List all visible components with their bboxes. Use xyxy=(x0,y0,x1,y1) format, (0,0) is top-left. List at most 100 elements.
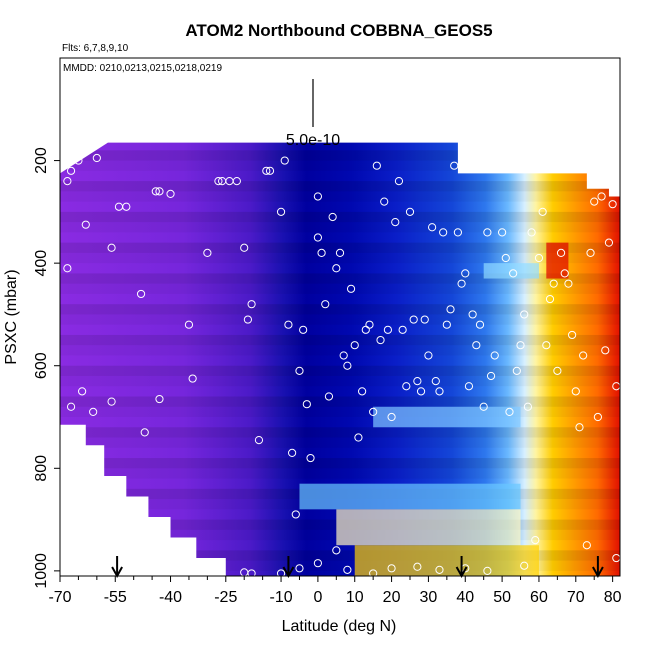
sample-point xyxy=(240,243,249,252)
x-tick-label: 0 xyxy=(313,589,322,606)
sample-point xyxy=(321,300,330,309)
sample-point xyxy=(568,330,577,340)
sample-point xyxy=(446,305,455,314)
sample-point xyxy=(107,243,116,252)
stripe xyxy=(60,437,620,448)
sample-point xyxy=(265,166,275,175)
sample-point xyxy=(505,407,514,416)
sample-point xyxy=(136,289,146,299)
sample-point xyxy=(276,207,286,216)
sample-point xyxy=(332,264,341,273)
sample-point xyxy=(582,541,591,550)
sample-point xyxy=(295,366,304,375)
stripe xyxy=(60,365,620,376)
sample-point xyxy=(288,448,297,458)
sample-point xyxy=(78,387,87,396)
sample-point xyxy=(590,197,599,206)
sample-point xyxy=(527,228,536,237)
sample-point xyxy=(531,535,540,545)
arrow-head xyxy=(282,566,295,579)
sample-point xyxy=(280,156,289,165)
sample-point xyxy=(520,310,529,319)
sample-point xyxy=(203,248,212,257)
sample-point xyxy=(428,223,437,232)
sample-point xyxy=(306,453,315,463)
sample-point xyxy=(369,569,378,576)
stripe xyxy=(60,160,620,171)
sample-point xyxy=(442,320,451,329)
sample-point xyxy=(317,248,326,257)
sample-point xyxy=(291,510,300,519)
sample-point xyxy=(586,248,595,257)
sample-point xyxy=(549,279,558,288)
x-tick-label: 20 xyxy=(383,589,401,606)
sample-point xyxy=(155,394,164,404)
sample-point xyxy=(457,279,466,288)
sample-point xyxy=(604,238,614,247)
sample-point xyxy=(184,320,194,329)
sample-point xyxy=(509,269,518,278)
sample-point xyxy=(358,387,367,396)
y-tick-label: 1000 xyxy=(33,553,50,589)
stripe xyxy=(60,334,620,346)
sample-point xyxy=(464,382,474,391)
sample-point xyxy=(416,387,426,396)
y-tick-label: 200 xyxy=(33,147,50,174)
sample-point xyxy=(394,176,404,186)
sample-point xyxy=(383,325,392,334)
sample-point xyxy=(343,565,352,574)
sample-point xyxy=(339,351,348,360)
sample-point xyxy=(295,564,304,573)
heatmap-band xyxy=(299,483,521,510)
stripe xyxy=(60,458,620,469)
heatmap-field xyxy=(60,142,620,576)
sample-point xyxy=(335,248,345,257)
y-axis: 200 400 600 800 1000 xyxy=(33,147,60,589)
sample-point xyxy=(424,351,433,360)
sample-point xyxy=(520,561,529,570)
stripe xyxy=(60,560,620,571)
stripe xyxy=(60,396,620,407)
stripe xyxy=(60,304,620,315)
sample-point xyxy=(89,407,98,416)
stripe xyxy=(60,150,620,161)
sample-point xyxy=(254,435,264,445)
sample-point xyxy=(332,546,341,555)
x-tick-label: 70 xyxy=(567,589,585,606)
sample-point xyxy=(453,228,462,237)
dates-note: MMDD: 0210,0213,0215,0218,0219 xyxy=(63,63,222,74)
sample-point xyxy=(243,315,252,324)
sample-point xyxy=(608,200,617,209)
sample-point xyxy=(564,279,573,288)
sample-point xyxy=(545,294,555,304)
sample-point xyxy=(601,346,610,355)
sample-point xyxy=(402,382,411,391)
chart-title: ATOM2 Northbound COBBNA_GEOS5 xyxy=(185,21,492,40)
sample-point xyxy=(387,564,396,573)
sample-point xyxy=(66,166,76,175)
sample-point xyxy=(107,397,116,406)
sample-point xyxy=(579,351,588,360)
heatmap-band xyxy=(354,545,539,576)
sample-point xyxy=(475,320,485,329)
sample-point xyxy=(343,361,352,370)
sample-point xyxy=(439,228,448,237)
sample-point xyxy=(483,566,492,575)
sample-point xyxy=(155,187,164,196)
heatmap-band xyxy=(336,509,521,546)
sample-point xyxy=(354,433,363,442)
sample-point xyxy=(369,407,378,416)
sample-point xyxy=(372,161,381,170)
x-tick-label: 10 xyxy=(346,589,364,606)
arrow-head xyxy=(455,566,468,579)
sample-point xyxy=(376,335,385,345)
sample-point xyxy=(450,161,459,170)
stripe xyxy=(60,191,620,202)
x-tick-label: 40 xyxy=(456,589,474,606)
sample-point xyxy=(435,565,444,574)
sample-points xyxy=(63,153,620,576)
stripe xyxy=(60,252,620,264)
y-axis-label: PSXC (mbar) xyxy=(3,269,20,364)
x-tick-label: -40 xyxy=(159,589,182,606)
